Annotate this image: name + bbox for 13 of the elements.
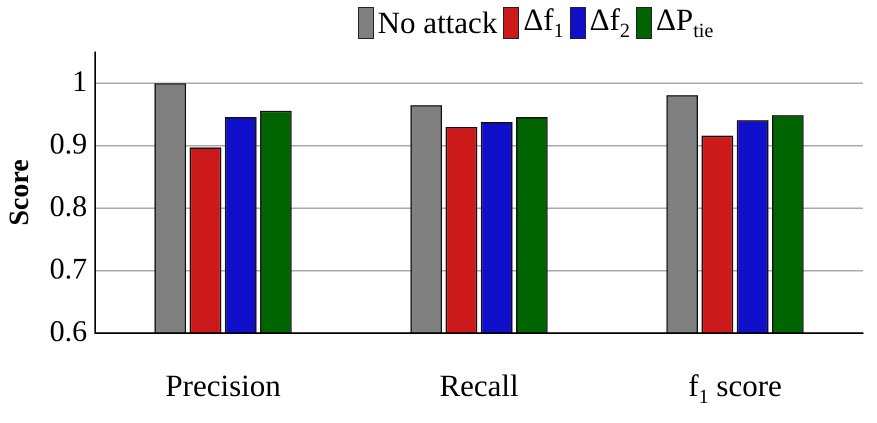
y-tick-label: 1 <box>72 65 88 98</box>
y-tick-label: 0.8 <box>50 190 88 223</box>
legend-label: Δf$_{1}$ <box>523 2 564 44</box>
y-tick-label: 0.7 <box>50 252 88 286</box>
x-tick-label: Recall <box>439 368 519 404</box>
legend-label: Δf$_{2}$ <box>590 2 630 44</box>
y-axis-title: Score <box>4 159 36 226</box>
y-tick-label: 0.9 <box>50 128 88 161</box>
y-tick-label: 0.6 <box>50 314 88 348</box>
legend-label: No attack <box>378 4 498 41</box>
x-tick-label: Precision <box>165 368 281 404</box>
legend-label: ΔP$_{tie}$ <box>656 2 714 44</box>
x-tick-label: f$_{1}$ score <box>688 368 782 410</box>
